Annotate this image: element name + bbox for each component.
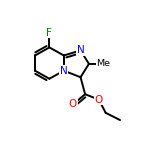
Text: F: F <box>47 28 52 38</box>
Text: N: N <box>60 66 68 76</box>
Text: Me: Me <box>96 59 110 68</box>
Text: O: O <box>95 95 103 105</box>
Text: N: N <box>77 45 84 55</box>
Text: O: O <box>69 99 77 109</box>
